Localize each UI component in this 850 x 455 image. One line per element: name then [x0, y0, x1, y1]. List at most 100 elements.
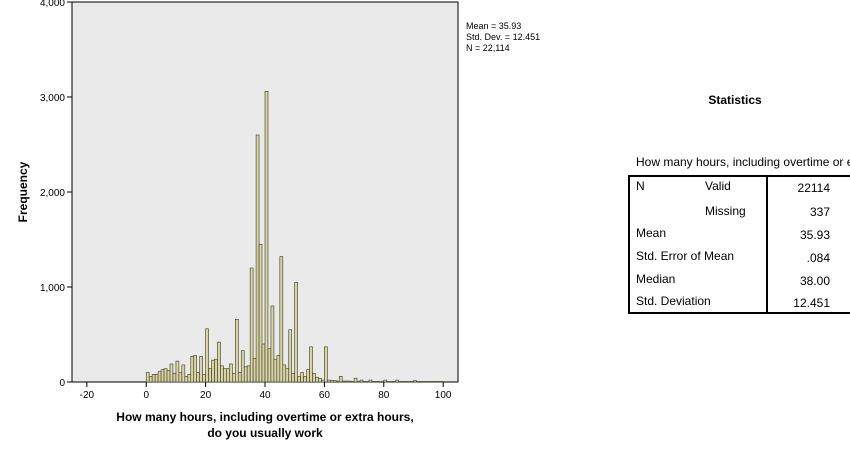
histogram-bar: [243, 366, 248, 383]
histogram-bar: [303, 375, 307, 383]
stats-row-std-dev-value: 12.451: [793, 296, 830, 310]
histogram-bar: [306, 369, 310, 383]
histogram-bar: [270, 305, 275, 383]
histogram-bar: [395, 379, 399, 383]
histogram-bar: [175, 360, 180, 383]
histogram-bar: [300, 372, 304, 383]
histogram-bar: [318, 377, 322, 383]
histogram-bar: [240, 350, 245, 383]
histogram-bar: [232, 373, 236, 383]
histogram-bar: [279, 256, 284, 383]
histogram-bar: [267, 348, 272, 383]
x-tick-label: 0: [143, 390, 149, 401]
histogram-bar: [341, 380, 346, 383]
histogram-bar: [190, 356, 195, 383]
histogram-bar: [172, 373, 177, 383]
histogram-bar: [208, 368, 212, 383]
histogram-bar: [199, 356, 203, 383]
histogram-bar: [347, 380, 352, 383]
histogram-bar: [237, 372, 242, 383]
histogram-bar: [368, 379, 373, 383]
histogram-bar: [169, 363, 174, 383]
histogram-bar: [321, 379, 325, 383]
histogram-bar: [324, 346, 328, 383]
histogram-bar: [413, 380, 417, 383]
legend-mean: Mean = 35.93: [466, 21, 521, 31]
x-tick-label: 80: [378, 390, 390, 401]
histogram-bar: [196, 372, 200, 383]
histogram-bar: [285, 368, 290, 383]
histogram-bar: [217, 341, 221, 383]
histogram-bar: [261, 343, 266, 383]
histogram-bar: [166, 370, 171, 383]
histogram-bar: [178, 372, 183, 383]
histogram-bar: [297, 375, 301, 383]
histogram-bar: [151, 374, 156, 383]
histogram-bar: [332, 380, 337, 383]
histogram-bar: [309, 346, 313, 383]
y-axis-title: Frequency: [16, 161, 30, 222]
histogram-bar: [193, 355, 198, 383]
stats-row-missing-value: 337: [809, 205, 830, 219]
x-tick-label: 100: [435, 390, 452, 401]
histogram-bar: [226, 368, 230, 383]
y-tick-label: 4,000: [40, 0, 65, 9]
stats-row-median-value: 38.00: [799, 274, 830, 288]
histogram-bar: [353, 377, 358, 383]
histogram-bar: [214, 358, 218, 383]
stats-row-mean-label: Mean: [636, 226, 667, 240]
y-tick-label: 0: [59, 378, 65, 389]
histogram-bar: [294, 281, 298, 383]
stats-row-std-error-label: Std. Error of Mean: [636, 249, 735, 263]
histogram-bar: [148, 375, 153, 383]
histogram-bar: [330, 380, 334, 383]
histogram-bar: [211, 359, 215, 383]
axes-group: 0 1,000 2,000 3,000 4,000 -20 0 20 40 60 80 100: [40, 0, 452, 401]
histogram-bar: [264, 91, 269, 383]
histogram-bar: [276, 355, 281, 383]
histogram-bar: [223, 368, 227, 383]
stats-row-mean-value: 35.93: [799, 228, 830, 242]
histogram-bar: [205, 328, 209, 383]
histogram-bar: [327, 379, 331, 383]
bars-group: [145, 91, 444, 383]
histogram-bar: [291, 373, 295, 383]
y-tick-label: 2,000: [40, 188, 65, 199]
histogram-bar: [315, 376, 319, 383]
histogram-bar: [202, 374, 206, 383]
legend-n: N = 22,114: [466, 43, 510, 53]
y-tick-label: 3,000: [40, 93, 65, 104]
stats-row-std-dev-label: Std. Deviation: [636, 294, 711, 308]
statistics-title: Statistics: [708, 93, 762, 107]
histogram-bar: [344, 380, 349, 383]
histogram-bar: [154, 374, 159, 383]
histogram-bar: [258, 243, 263, 383]
stats-row-valid-value: 22114: [797, 181, 830, 195]
x-tick-label: 40: [259, 390, 271, 401]
histogram-bar: [338, 375, 343, 383]
histogram-bar: [359, 379, 364, 383]
histogram-bar: [255, 134, 260, 383]
histogram-bar: [220, 365, 224, 383]
stats-row-median-label: Median: [636, 272, 676, 286]
legend-std-dev: Std. Dev. = 12.451: [466, 32, 540, 42]
histogram-bar: [383, 379, 388, 383]
y-tick-label: 1,000: [40, 283, 65, 294]
histogram-bar: [187, 374, 192, 383]
histogram-bar: [288, 329, 293, 383]
histogram-bar: [273, 358, 278, 383]
x-tick-label: 60: [319, 390, 331, 401]
statistics-table: [628, 175, 850, 314]
histogram-bar: [252, 357, 257, 383]
histogram-bar: [160, 369, 165, 383]
histogram-bar: [184, 375, 189, 383]
histogram-bar: [282, 364, 287, 383]
histogram-bar: [246, 365, 251, 383]
histogram-bar: [335, 380, 340, 383]
x-tick-label: 20: [200, 390, 212, 401]
histogram-bar: [181, 364, 186, 383]
histogram-bar: [249, 267, 254, 383]
histogram-bar: [235, 318, 239, 383]
histogram-bar: [312, 373, 316, 383]
stats-row-std-error-value: .084: [806, 251, 830, 265]
